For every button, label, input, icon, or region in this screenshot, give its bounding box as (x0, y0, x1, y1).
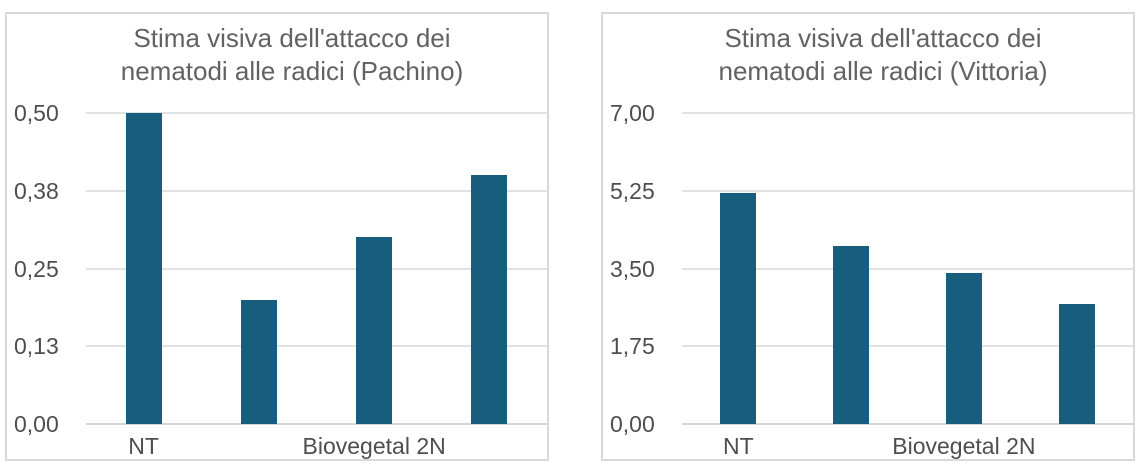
gridline (682, 267, 1133, 270)
y-tick-label: 3,50 (610, 255, 655, 282)
y-tick-label: 0,25 (14, 255, 59, 282)
bar (471, 175, 508, 424)
gridline (86, 267, 547, 270)
chart-panel-vittoria: Stima visiva dell'attacco dei nematodi a… (601, 12, 1135, 461)
x-axis-baseline (682, 423, 1133, 425)
gridline (682, 189, 1133, 192)
x-axis-baseline (86, 423, 547, 425)
plot-area-vittoria: 0,00 1,75 3,50 5,25 7,00 NT Biovegetal 2N (603, 14, 1133, 459)
y-tick-label: 0,00 (610, 411, 655, 437)
y-tick-label: 0,00 (14, 411, 59, 437)
gridline (682, 345, 1133, 348)
bar (1058, 304, 1095, 424)
x-tick-label: NT (723, 433, 754, 459)
gridline (682, 112, 1133, 114)
x-tick-label: Biovegetal 2N (892, 433, 1036, 459)
chart-title-pachino: Stima visiva dell'attacco dei nematodi a… (7, 22, 547, 88)
chart-title-line2: nematodi alle radici (Pachino) (120, 56, 464, 86)
y-tick-label: 1,75 (610, 333, 655, 360)
chart-title-vittoria: Stima visiva dell'attacco dei nematodi a… (603, 22, 1133, 88)
bar (125, 113, 162, 424)
chart-title-line1: Stima visiva dell'attacco dei (724, 23, 1042, 53)
bar (240, 299, 277, 424)
y-tick-label: 5,25 (610, 177, 655, 204)
y-tick-label: 0,13 (14, 333, 59, 360)
bar (945, 272, 982, 424)
x-tick-label: Biovegetal 2N (302, 433, 446, 459)
gridline (86, 112, 547, 114)
bar (833, 246, 870, 424)
y-tick-label: 7,00 (610, 100, 655, 126)
bar (720, 192, 757, 424)
chart-title-line1: Stima visiva dell'attacco dei (133, 23, 451, 53)
bar (356, 237, 393, 424)
chart-title-line2: nematodi alle radici (Vittoria) (718, 56, 1048, 86)
gridline (86, 189, 547, 192)
x-tick-label: NT (128, 433, 159, 459)
gridline (86, 345, 547, 348)
y-tick-label: 0,38 (14, 177, 59, 204)
chart-panel-pachino: Stima visiva dell'attacco dei nematodi a… (5, 12, 549, 461)
y-tick-label: 0,50 (14, 100, 59, 126)
plot-area-pachino: 0,00 0,13 0,25 0,38 0,50 NT Biovegetal 2N (7, 14, 547, 459)
